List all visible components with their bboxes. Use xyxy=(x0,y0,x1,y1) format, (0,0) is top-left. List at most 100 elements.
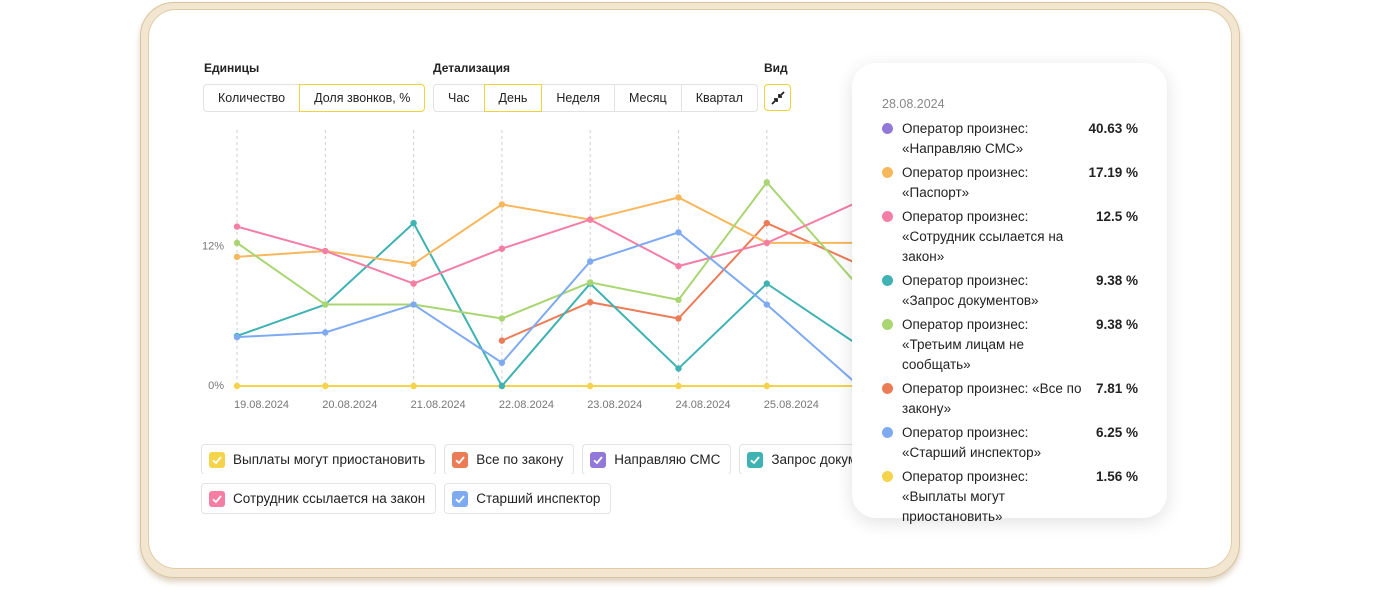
series-line xyxy=(236,202,856,285)
y-tick-label: 0% xyxy=(208,380,224,392)
data-point xyxy=(322,329,329,336)
data-point xyxy=(675,315,682,322)
tooltip-label: Оператор произнес: «Запрос документов» xyxy=(902,273,1039,308)
data-point xyxy=(587,299,594,306)
data-point xyxy=(498,382,506,390)
data-point xyxy=(322,301,329,308)
tooltip-label: Оператор произнес: «Направляю СМС» xyxy=(902,121,1029,156)
data-point xyxy=(763,239,770,247)
data-point xyxy=(587,258,594,265)
tooltip-row: Оператор произнес: «Направляю СМС» 40.63 … xyxy=(882,119,1138,159)
check-mark xyxy=(455,455,465,464)
tooltip-label: Оператор произнес: «Все по закону» xyxy=(902,381,1082,416)
tooltip-dot xyxy=(882,123,893,134)
checkbox-box xyxy=(452,490,469,507)
legend-item[interactable]: Направляю СМС xyxy=(582,444,732,474)
series-line xyxy=(236,180,856,320)
legend-checkbox xyxy=(209,490,225,507)
data-point xyxy=(498,245,506,252)
tooltip-dot xyxy=(882,471,893,482)
legend-checkbox xyxy=(209,451,225,468)
checkbox-box xyxy=(209,451,225,468)
series-line xyxy=(236,231,856,384)
tooltip-value: 9.38 % xyxy=(1095,317,1138,332)
series-line xyxy=(236,221,856,388)
data-point xyxy=(233,382,241,390)
check-mark xyxy=(212,494,222,503)
check-mark xyxy=(455,494,465,503)
data-point xyxy=(410,301,417,308)
legend-checkbox xyxy=(452,451,469,468)
tooltip-value: 9.38 % xyxy=(1095,273,1138,288)
legend-row: Сотрудник ссылается на закон Старший инсп… xyxy=(201,483,1161,514)
data-point xyxy=(675,365,682,372)
tooltip-value: 1.56 % xyxy=(1095,469,1138,484)
detail-label: Детализация xyxy=(433,61,510,75)
x-tick-label: 20.08.2024 xyxy=(322,399,377,411)
option-button[interactable]: Месяц xyxy=(614,84,682,112)
legend-item[interactable]: Сотрудник ссылается на закон xyxy=(201,483,437,514)
tooltip-dot xyxy=(882,211,893,222)
legend-item[interactable]: Выплаты могут приостановить xyxy=(201,444,437,474)
units-group: Количество Доля звонков, % xyxy=(203,84,426,112)
legend-item[interactable]: Все по закону xyxy=(444,444,575,474)
checkbox-box xyxy=(209,490,225,507)
data-point xyxy=(233,223,241,230)
x-tick-label: 24.08.2024 xyxy=(676,399,731,411)
data-point xyxy=(675,194,682,201)
x-tick-label: 22.08.2024 xyxy=(499,399,554,411)
data-point xyxy=(233,253,241,261)
data-point xyxy=(675,296,682,304)
data-point xyxy=(322,247,329,255)
legend-checkbox xyxy=(747,451,764,468)
data-point xyxy=(675,262,682,270)
data-point xyxy=(675,382,682,390)
tooltip-label: Оператор произнес: «Старший инспектор» xyxy=(902,425,1042,460)
option-button[interactable]: Доля звонков, % xyxy=(299,84,426,112)
view-button[interactable] xyxy=(764,84,791,111)
tooltip-row: Оператор произнес: «Выплаты могут приост… xyxy=(882,467,1138,527)
data-point xyxy=(763,219,770,227)
option-button[interactable]: День xyxy=(483,84,543,112)
checkbox-box xyxy=(590,451,607,468)
check-mark xyxy=(212,455,222,464)
data-point xyxy=(233,333,241,341)
check-mark xyxy=(593,455,603,464)
data-point xyxy=(763,382,770,390)
x-tick-label: 19.08.2024 xyxy=(234,399,289,411)
option-button[interactable]: Час xyxy=(433,84,485,112)
option-button[interactable]: Квартал xyxy=(680,84,758,112)
check-mark xyxy=(750,455,761,464)
legend-label: Сотрудник ссылается на закон xyxy=(233,491,426,506)
legend-item[interactable]: Старший инспектор xyxy=(444,483,612,514)
data-point xyxy=(233,239,241,247)
tooltip-value: 40.63 % xyxy=(1088,121,1138,136)
x-tick-label: 23.08.2024 xyxy=(587,399,642,411)
tooltip-row: Оператор произнес: «Запрос документов» 9.… xyxy=(882,271,1138,311)
tooltip-dot xyxy=(882,427,893,438)
y-tick-label: 12% xyxy=(202,240,224,252)
tooltip-row: Оператор произнес: «Старший инспектор» 6.… xyxy=(882,423,1138,463)
collapse-icon xyxy=(770,90,785,105)
units-label: Единицы xyxy=(204,61,260,75)
data-point xyxy=(410,260,417,268)
data-point xyxy=(675,229,682,236)
data-point xyxy=(410,382,417,390)
data-point xyxy=(498,201,506,208)
data-point xyxy=(410,280,417,287)
data-point xyxy=(410,219,417,227)
tooltip-row: Оператор произнес: «Все по закону» 7.81 % xyxy=(882,379,1138,419)
legend-label: Выплаты могут приостановить xyxy=(233,452,426,467)
tooltip-value: 17.19 % xyxy=(1088,165,1138,180)
series-line xyxy=(236,196,856,265)
data-point xyxy=(763,301,770,308)
tooltip-list: Оператор произнес: «Направляю СМС» 40.63 … xyxy=(882,119,1138,527)
option-button[interactable]: Неделя xyxy=(541,84,615,112)
view-label: Вид xyxy=(764,61,788,75)
x-tick-label: 25.08.2024 xyxy=(764,399,819,411)
tooltip-dot xyxy=(882,319,893,330)
tooltip-row: Оператор произнес: «Третьим лицам не соо… xyxy=(882,315,1138,375)
tooltip-row: Оператор произнес: «Паспорт» 17.19 % xyxy=(882,163,1138,203)
